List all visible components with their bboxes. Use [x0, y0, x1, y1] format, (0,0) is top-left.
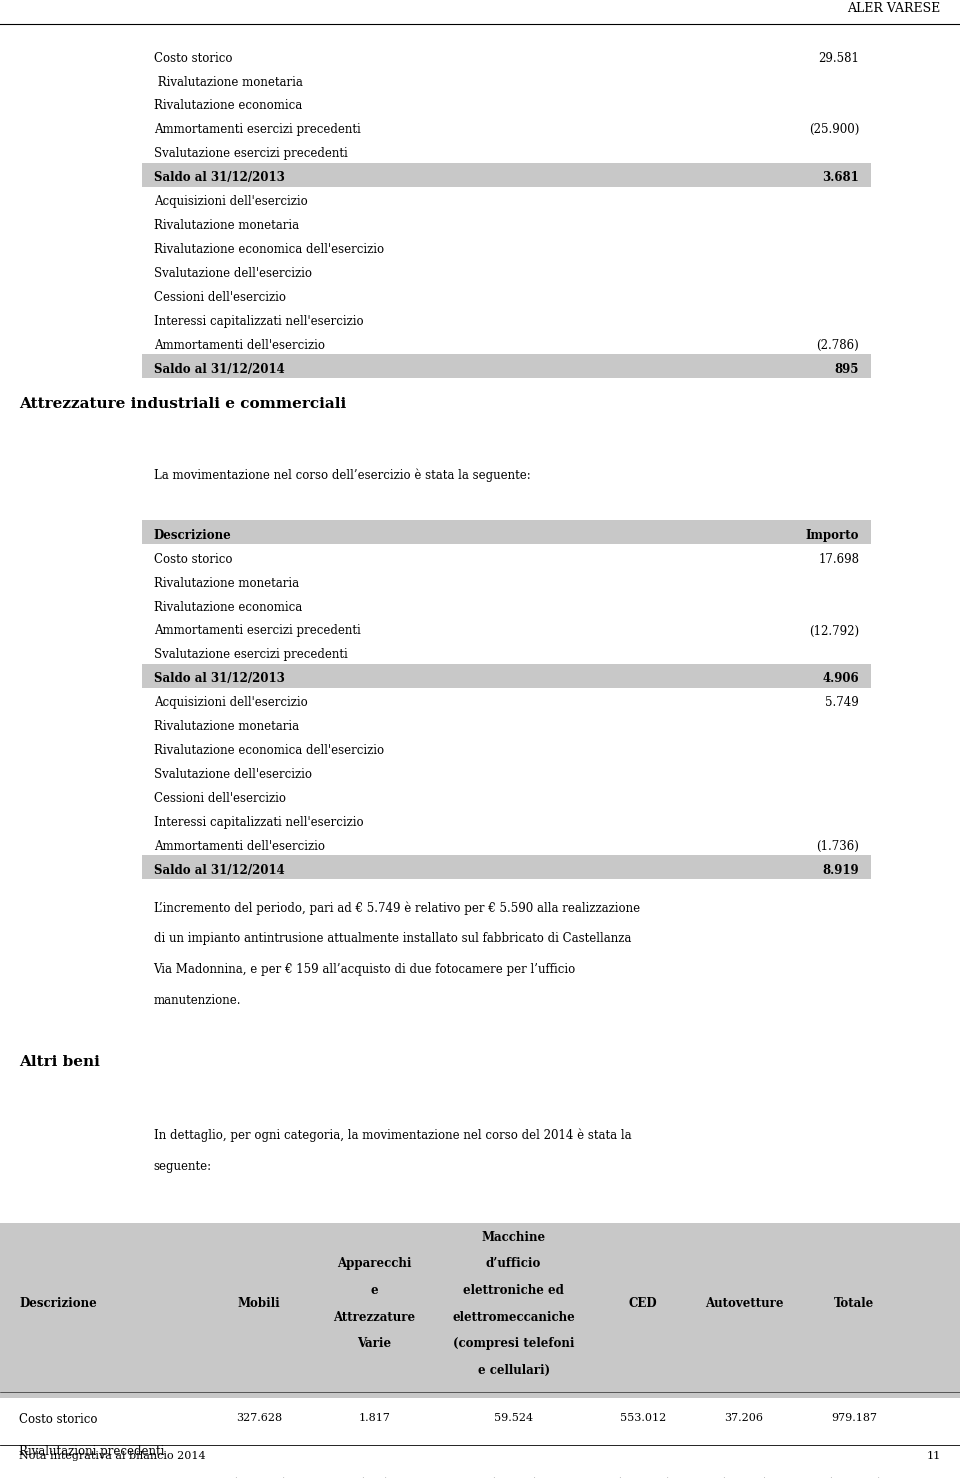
Text: 895: 895: [835, 364, 859, 375]
Text: La movimentazione nel corso dell’esercizio è stata la seguente:: La movimentazione nel corso dell’eserciz…: [154, 469, 530, 482]
Text: elettromeccaniche: elettromeccaniche: [452, 1311, 575, 1324]
Text: 1.817: 1.817: [358, 1413, 391, 1423]
Text: 29.581: 29.581: [818, 52, 859, 65]
Text: 5.749: 5.749: [826, 696, 859, 709]
Text: Saldo al 31/12/2013: Saldo al 31/12/2013: [154, 171, 284, 185]
Text: Ammortamenti esercizi precedenti: Ammortamenti esercizi precedenti: [154, 625, 360, 637]
Text: Mobili: Mobili: [238, 1298, 280, 1311]
FancyBboxPatch shape: [142, 355, 871, 378]
Text: d’ufficio: d’ufficio: [486, 1258, 541, 1271]
Text: ALER VARESE: ALER VARESE: [848, 1, 941, 15]
Text: Ammortamenti dell'esercizio: Ammortamenti dell'esercizio: [154, 338, 324, 352]
Text: di un impianto antintrusione attualmente installato sul fabbricato di Castellanz: di un impianto antintrusione attualmente…: [154, 933, 631, 946]
Text: Cessioni dell'esercizio: Cessioni dell'esercizio: [154, 792, 286, 806]
FancyBboxPatch shape: [142, 664, 871, 687]
Text: seguente:: seguente:: [154, 1160, 212, 1174]
Text: elettroniche ed: elettroniche ed: [463, 1284, 564, 1298]
FancyBboxPatch shape: [142, 163, 871, 186]
Text: (25.900): (25.900): [809, 124, 859, 136]
Text: Costo storico: Costo storico: [154, 553, 232, 566]
Text: Rivalutazione economica dell'esercizio: Rivalutazione economica dell'esercizio: [154, 745, 384, 757]
Text: Descrizione: Descrizione: [154, 529, 231, 542]
Text: Acquisizioni dell'esercizio: Acquisizioni dell'esercizio: [154, 696, 307, 709]
Text: Rivalutazione monetaria: Rivalutazione monetaria: [154, 576, 299, 590]
Text: In dettaglio, per ogni categoria, la movimentazione nel corso del 2014 è stata l: In dettaglio, per ogni categoria, la mov…: [154, 1129, 632, 1142]
Text: Rivalutazione economica dell'esercizio: Rivalutazione economica dell'esercizio: [154, 244, 384, 256]
Text: Ammortamenti esercizi precedenti: Ammortamenti esercizi precedenti: [154, 124, 360, 136]
Text: Macchine: Macchine: [482, 1231, 545, 1244]
Text: 553.012: 553.012: [620, 1413, 666, 1423]
Text: Interessi capitalizzati nell'esercizio: Interessi capitalizzati nell'esercizio: [154, 816, 363, 829]
Text: Saldo al 31/12/2014: Saldo al 31/12/2014: [154, 865, 284, 876]
FancyBboxPatch shape: [142, 520, 871, 544]
Text: Rivalutazione economica: Rivalutazione economica: [154, 600, 301, 613]
Text: L’incremento del periodo, pari ad € 5.749 è relativo per € 5.590 alla realizzazi: L’incremento del periodo, pari ad € 5.74…: [154, 902, 639, 915]
Text: Attrezzature industriali e commerciali: Attrezzature industriali e commerciali: [19, 398, 347, 411]
Text: (compresi telefoni: (compresi telefoni: [453, 1338, 574, 1351]
Text: e cellulari): e cellulari): [477, 1364, 550, 1377]
Text: Rivalutazione monetaria: Rivalutazione monetaria: [154, 75, 302, 89]
Text: 11: 11: [926, 1451, 941, 1462]
Text: 8.919: 8.919: [823, 865, 859, 876]
Text: 37.206: 37.206: [725, 1413, 763, 1423]
Text: Svalutazione esercizi precedenti: Svalutazione esercizi precedenti: [154, 148, 348, 161]
Text: Rivalutazione monetaria: Rivalutazione monetaria: [154, 720, 299, 733]
Text: Descrizione: Descrizione: [19, 1298, 97, 1311]
Text: Varie: Varie: [357, 1338, 392, 1351]
Text: Altri beni: Altri beni: [19, 1055, 100, 1069]
Text: 59.524: 59.524: [494, 1413, 533, 1423]
Text: Costo storico: Costo storico: [19, 1413, 98, 1426]
Text: 4.906: 4.906: [823, 672, 859, 686]
Text: Nota integrativa al bilancio 2014: Nota integrativa al bilancio 2014: [19, 1451, 205, 1462]
Text: Costo storico: Costo storico: [154, 52, 232, 65]
Text: (1.736): (1.736): [816, 840, 859, 853]
Text: Attrezzature: Attrezzature: [333, 1311, 416, 1324]
Text: Autovetture: Autovetture: [705, 1298, 783, 1311]
Text: Acquisizioni dell'esercizio: Acquisizioni dell'esercizio: [154, 195, 307, 208]
Text: Totale: Totale: [834, 1298, 875, 1311]
FancyBboxPatch shape: [142, 856, 871, 879]
Text: Rivalutazioni precedenti: Rivalutazioni precedenti: [19, 1445, 164, 1459]
Text: 17.698: 17.698: [818, 553, 859, 566]
Text: Rivalutazione economica: Rivalutazione economica: [154, 99, 301, 112]
Text: Saldo al 31/12/2014: Saldo al 31/12/2014: [154, 364, 284, 375]
Text: (12.792): (12.792): [809, 625, 859, 637]
Text: manutenzione.: manutenzione.: [154, 995, 241, 1008]
Text: Apparecchi: Apparecchi: [337, 1258, 412, 1271]
Text: Importo: Importo: [805, 529, 859, 542]
Text: Cessioni dell'esercizio: Cessioni dell'esercizio: [154, 291, 286, 304]
Text: Rivalutazione monetaria: Rivalutazione monetaria: [154, 219, 299, 232]
Text: CED: CED: [629, 1298, 658, 1311]
Text: 979.187: 979.187: [831, 1413, 877, 1423]
Text: Svalutazione dell'esercizio: Svalutazione dell'esercizio: [154, 769, 312, 782]
Text: Interessi capitalizzati nell'esercizio: Interessi capitalizzati nell'esercizio: [154, 315, 363, 328]
Text: 327.628: 327.628: [236, 1413, 282, 1423]
Text: Svalutazione esercizi precedenti: Svalutazione esercizi precedenti: [154, 649, 348, 662]
Text: Ammortamenti dell'esercizio: Ammortamenti dell'esercizio: [154, 840, 324, 853]
Text: e: e: [371, 1284, 378, 1298]
Text: (2.786): (2.786): [816, 338, 859, 352]
FancyBboxPatch shape: [0, 1224, 960, 1398]
Text: Svalutazione dell'esercizio: Svalutazione dell'esercizio: [154, 268, 312, 281]
Text: 3.681: 3.681: [823, 171, 859, 185]
Text: Via Madonnina, e per € 159 all’acquisto di due fotocamere per l’ufficio: Via Madonnina, e per € 159 all’acquisto …: [154, 964, 576, 977]
Text: Saldo al 31/12/2013: Saldo al 31/12/2013: [154, 672, 284, 686]
